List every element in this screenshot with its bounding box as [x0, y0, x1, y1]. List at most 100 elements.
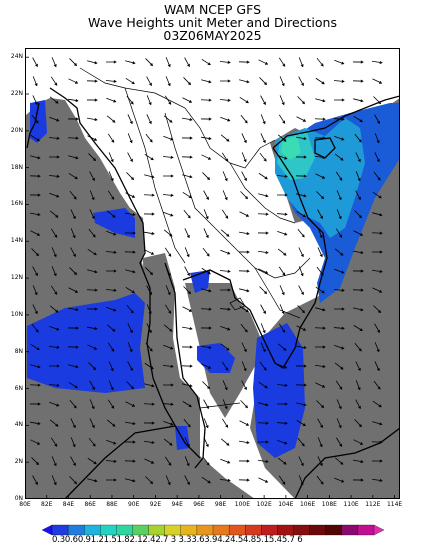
direction-arrow	[183, 77, 192, 86]
wave-height-map	[25, 48, 400, 499]
colorbar-swatch	[261, 524, 278, 536]
direction-arrow	[105, 79, 117, 83]
direction-arrow	[51, 247, 57, 258]
direction-arrow	[70, 247, 76, 258]
direction-arrow	[354, 419, 362, 428]
direction-arrow	[50, 285, 58, 295]
direction-arrow	[239, 231, 250, 236]
direction-arrow	[374, 361, 380, 372]
lat-label-4N: 4N	[14, 421, 23, 429]
direction-arrow	[124, 231, 136, 235]
direction-arrow	[314, 364, 326, 368]
colorbar-swatch	[196, 524, 214, 536]
direction-arrow	[184, 437, 190, 448]
direction-arrow	[29, 193, 41, 197]
direction-arrow	[143, 402, 155, 406]
direction-arrow	[238, 269, 250, 273]
direction-arrow	[182, 191, 192, 199]
direction-arrow	[222, 190, 228, 201]
direction-arrow	[260, 323, 266, 334]
direction-arrow	[277, 439, 288, 445]
direction-arrow	[86, 307, 98, 311]
direction-arrow	[353, 459, 364, 464]
direction-arrow	[182, 174, 193, 179]
direction-arrow	[239, 79, 250, 84]
direction-arrow	[298, 247, 304, 258]
direction-arrow	[200, 98, 212, 102]
direction-arrow	[239, 420, 250, 426]
direction-arrow	[374, 133, 380, 144]
direction-arrow	[260, 342, 266, 353]
direction-arrow	[354, 133, 362, 143]
direction-arrow	[276, 402, 288, 406]
direction-arrow	[352, 288, 364, 292]
wave-height-colorbar	[42, 524, 384, 536]
direction-arrow	[277, 343, 287, 351]
direction-arrow	[371, 269, 383, 273]
direction-arrow	[164, 456, 172, 466]
direction-arrow	[125, 212, 136, 217]
direction-arrow	[145, 267, 154, 276]
direction-arrow	[127, 361, 133, 372]
direction-arrow	[241, 361, 247, 372]
direction-arrow	[219, 288, 231, 292]
direction-arrow	[106, 419, 116, 427]
colorbar-swatch	[100, 524, 117, 536]
map-border	[25, 48, 400, 499]
direction-arrow	[372, 400, 382, 408]
direction-arrow	[222, 380, 228, 391]
direction-arrow	[105, 288, 117, 292]
direction-arrow	[296, 211, 306, 218]
direction-arrow	[69, 399, 77, 409]
direction-arrow	[374, 342, 380, 353]
direction-arrow	[162, 364, 174, 368]
direction-arrow	[50, 228, 58, 238]
lon-label-114E: 114E	[386, 501, 403, 508]
direction-arrow	[68, 172, 78, 180]
direction-arrow	[32, 475, 38, 486]
colorbar-swatch	[293, 524, 311, 536]
direction-arrow	[107, 342, 115, 352]
direction-arrow	[277, 363, 288, 369]
direction-arrow	[184, 266, 190, 277]
direction-arrow	[106, 439, 117, 445]
colorbar-labels: 0.30.60.91.21.51.82.12.42.7 3 3.33.63.94…	[52, 535, 303, 545]
lon-label-108E: 108E	[321, 501, 337, 508]
direction-arrow	[106, 97, 117, 103]
direction-arrow	[259, 286, 268, 295]
direction-arrow	[203, 190, 209, 201]
direction-arrow	[316, 475, 324, 485]
direction-arrow	[30, 421, 41, 426]
direction-arrow	[316, 400, 325, 409]
lat-label-20N: 20N	[10, 126, 23, 134]
direction-arrow	[334, 457, 344, 465]
direction-arrow	[258, 381, 268, 389]
direction-arrow	[184, 228, 190, 239]
direction-arrow	[295, 174, 307, 178]
direction-arrow	[70, 418, 76, 429]
direction-arrow	[68, 155, 79, 160]
lat-label-24N: 24N	[10, 53, 23, 61]
direction-arrow	[240, 400, 249, 409]
direction-arrow	[144, 362, 154, 370]
direction-arrow	[277, 134, 287, 142]
direction-arrow	[260, 114, 266, 125]
direction-arrow	[49, 325, 60, 331]
direction-arrow	[70, 456, 76, 467]
direction-arrow	[181, 155, 193, 159]
direction-arrow	[354, 210, 363, 219]
direction-arrow	[146, 304, 152, 315]
direction-arrow	[353, 325, 363, 332]
colorbar-swatch	[132, 524, 150, 536]
colorbar-swatch	[228, 524, 246, 536]
direction-arrow	[182, 401, 192, 408]
direction-arrow	[87, 478, 98, 483]
direction-arrow	[314, 155, 326, 160]
direction-arrow	[48, 136, 60, 140]
direction-arrow	[372, 212, 383, 217]
colorbar-swatch	[116, 524, 133, 536]
direction-arrow	[334, 59, 345, 65]
direction-arrow	[105, 60, 117, 64]
direction-arrow	[49, 210, 59, 218]
direction-arrow	[49, 116, 60, 122]
